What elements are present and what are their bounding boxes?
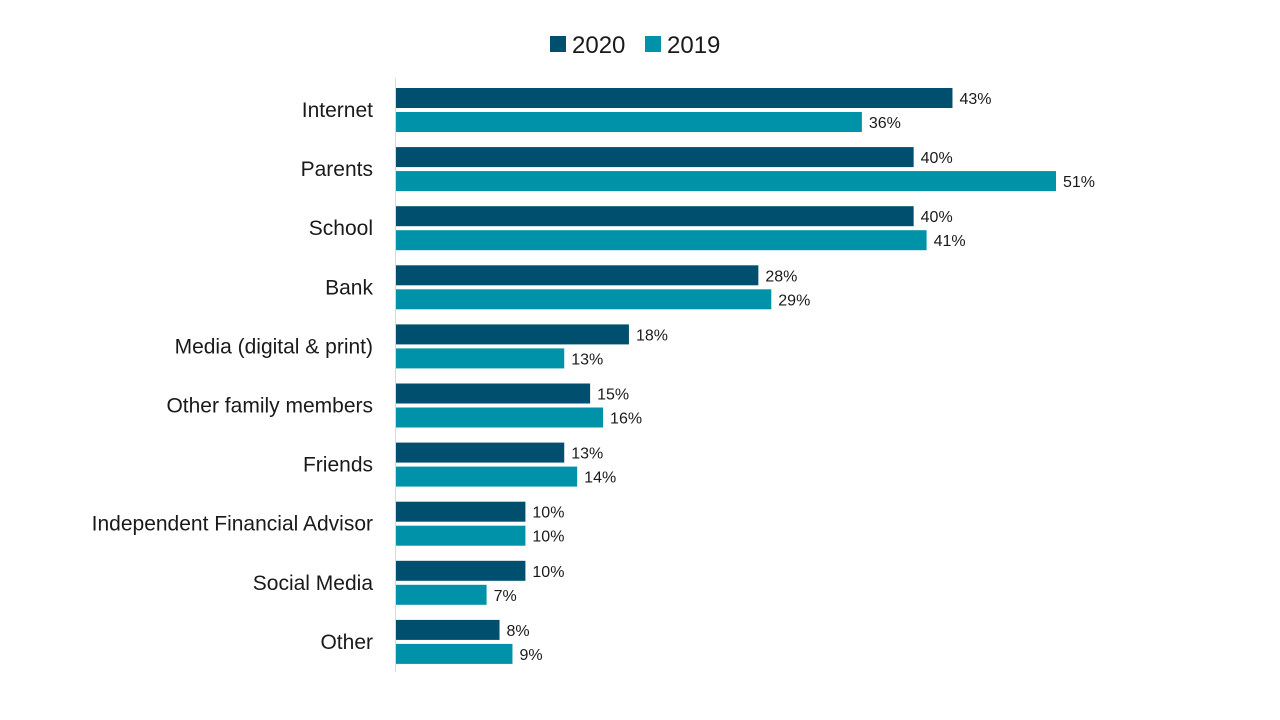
bar-2020-other (396, 619, 500, 640)
bar-2019-social-media (396, 584, 487, 605)
data-label-2020-other-family-members: 15% (597, 387, 629, 404)
legend-swatch-2019 (645, 36, 661, 52)
data-label-2019-parents: 51% (1063, 174, 1095, 191)
data-label-2020-internet: 43% (959, 91, 991, 108)
bar-2019-independent-financial-advisor (396, 525, 526, 546)
data-label-2020-other: 8% (507, 623, 530, 640)
bar-2020-independent-financial-advisor (396, 501, 526, 522)
category-label-media-digital-and-print: Media (digital & print) (175, 335, 373, 358)
category-label-social-media: Social Media (253, 572, 374, 595)
bar-2020-media-digital-and-print (396, 324, 629, 345)
bar-2020-bank (396, 265, 759, 286)
category-labels: Internet Parents School Bank Media (digital … (92, 99, 374, 654)
bar-2019-other (396, 643, 513, 664)
data-label-2020-independent-financial-advisor: 10% (532, 505, 564, 522)
legend-label-2019: 2019 (667, 32, 720, 59)
category-label-school: School (309, 217, 373, 240)
data-label-2020-media-digital-and-print: 18% (636, 327, 668, 344)
data-label-2019-friends: 14% (584, 470, 616, 487)
bar-2020-other-family-members (396, 383, 591, 404)
data-label-2019-other-family-members: 16% (610, 411, 642, 428)
data-label-2020-school: 40% (921, 209, 953, 226)
bar-2019-bank (396, 289, 772, 310)
category-label-friends: Friends (303, 454, 373, 477)
data-label-2020-parents: 40% (921, 150, 953, 167)
data-label-2019-media-digital-and-print: 13% (571, 351, 603, 368)
bar-2020-parents (396, 147, 914, 168)
data-label-2019-school: 41% (934, 233, 966, 250)
category-label-other: Other (320, 631, 373, 654)
data-labels: 43% 36% 40% 51% 40% 41% 28% 29% 18% 13% 15% 16% 13% 1… (494, 91, 1095, 664)
bar-2020-social-media (396, 560, 526, 581)
category-label-independent-financial-advisor: Independent Financial Advisor (92, 513, 373, 536)
legend-label-2020: 2020 (572, 32, 625, 59)
bar-2020-friends (396, 442, 565, 463)
category-label-bank: Bank (325, 276, 373, 299)
data-label-2019-bank: 29% (778, 292, 810, 309)
bar-series (396, 88, 1056, 664)
legend-swatch-2020 (550, 36, 566, 52)
data-label-2020-social-media: 10% (532, 564, 564, 581)
bar-2019-school (396, 230, 927, 251)
data-label-2019-independent-financial-advisor: 10% (532, 529, 564, 546)
bar-2020-school (396, 206, 914, 227)
data-label-2020-friends: 13% (571, 446, 603, 463)
data-label-2019-social-media: 7% (494, 588, 517, 605)
bar-2019-media-digital-and-print (396, 348, 565, 369)
chart-legend: 2020 2019 (550, 32, 720, 59)
bar-2019-internet (396, 112, 862, 132)
bar-2019-other-family-members (396, 407, 604, 428)
category-label-other-family-members: Other family members (166, 395, 373, 418)
bar-2019-friends (396, 466, 578, 487)
bar-2020-internet (396, 88, 953, 108)
data-label-2019-internet: 36% (869, 115, 901, 132)
data-label-2019-other: 9% (519, 647, 542, 664)
data-label-2020-bank: 28% (765, 268, 797, 285)
category-label-internet: Internet (302, 99, 373, 122)
category-label-parents: Parents (301, 158, 373, 181)
bar-2019-parents (396, 171, 1056, 192)
